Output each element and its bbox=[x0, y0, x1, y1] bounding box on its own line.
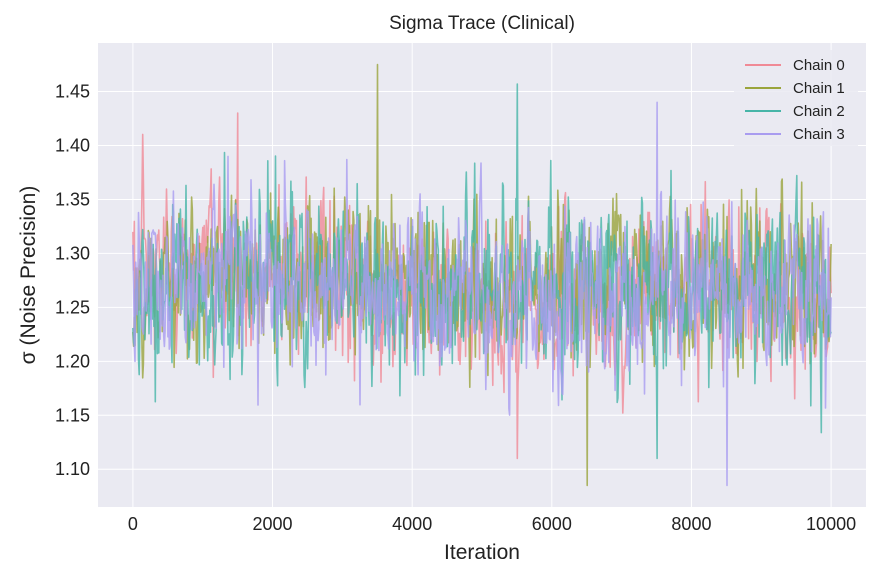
x-tick-label: 2000 bbox=[253, 514, 293, 534]
x-tick-label: 4000 bbox=[392, 514, 432, 534]
x-axis-ticks: 0 2000 4000 6000 8000 10000 bbox=[128, 514, 856, 534]
x-tick-label: 6000 bbox=[532, 514, 572, 534]
y-tick-label: 1.30 bbox=[55, 243, 90, 263]
y-tick-label: 1.35 bbox=[55, 189, 90, 209]
x-tick-label: 10000 bbox=[806, 514, 856, 534]
x-tick-label: 0 bbox=[128, 514, 138, 534]
y-tick-label: 1.10 bbox=[55, 459, 90, 479]
y-tick-label: 1.40 bbox=[55, 136, 90, 156]
legend-label-chain-2: Chain 2 bbox=[793, 103, 845, 120]
chart-title: Sigma Trace (Clinical) bbox=[389, 13, 575, 34]
legend-item-chain-2: Chain 2 bbox=[745, 103, 845, 120]
y-tick-label: 1.20 bbox=[55, 351, 90, 371]
legend: Chain 0 Chain 1 Chain 2 Chain 3 bbox=[734, 50, 858, 146]
series-layer bbox=[132, 63, 832, 487]
legend-item-chain-1: Chain 1 bbox=[745, 80, 845, 97]
x-axis-label: Iteration bbox=[444, 541, 520, 564]
y-tick-label: 1.15 bbox=[55, 405, 90, 425]
legend-label-chain-1: Chain 1 bbox=[793, 80, 845, 97]
y-axis-ticks: 1.10 1.15 1.20 1.25 1.30 1.35 1.40 1.45 bbox=[55, 82, 90, 480]
legend-item-chain-0: Chain 0 bbox=[745, 57, 845, 74]
series-line-chain-2 bbox=[132, 83, 832, 460]
legend-label-chain-0: Chain 0 bbox=[793, 57, 845, 74]
legend-label-chain-3: Chain 3 bbox=[793, 126, 845, 143]
x-tick-label: 8000 bbox=[671, 514, 711, 534]
y-tick-label: 1.45 bbox=[55, 82, 90, 102]
legend-item-chain-3: Chain 3 bbox=[745, 126, 845, 143]
y-axis-label: σ (Noise Precision) bbox=[17, 186, 40, 365]
y-tick-label: 1.25 bbox=[55, 297, 90, 317]
series-line-chain-3 bbox=[132, 101, 832, 487]
